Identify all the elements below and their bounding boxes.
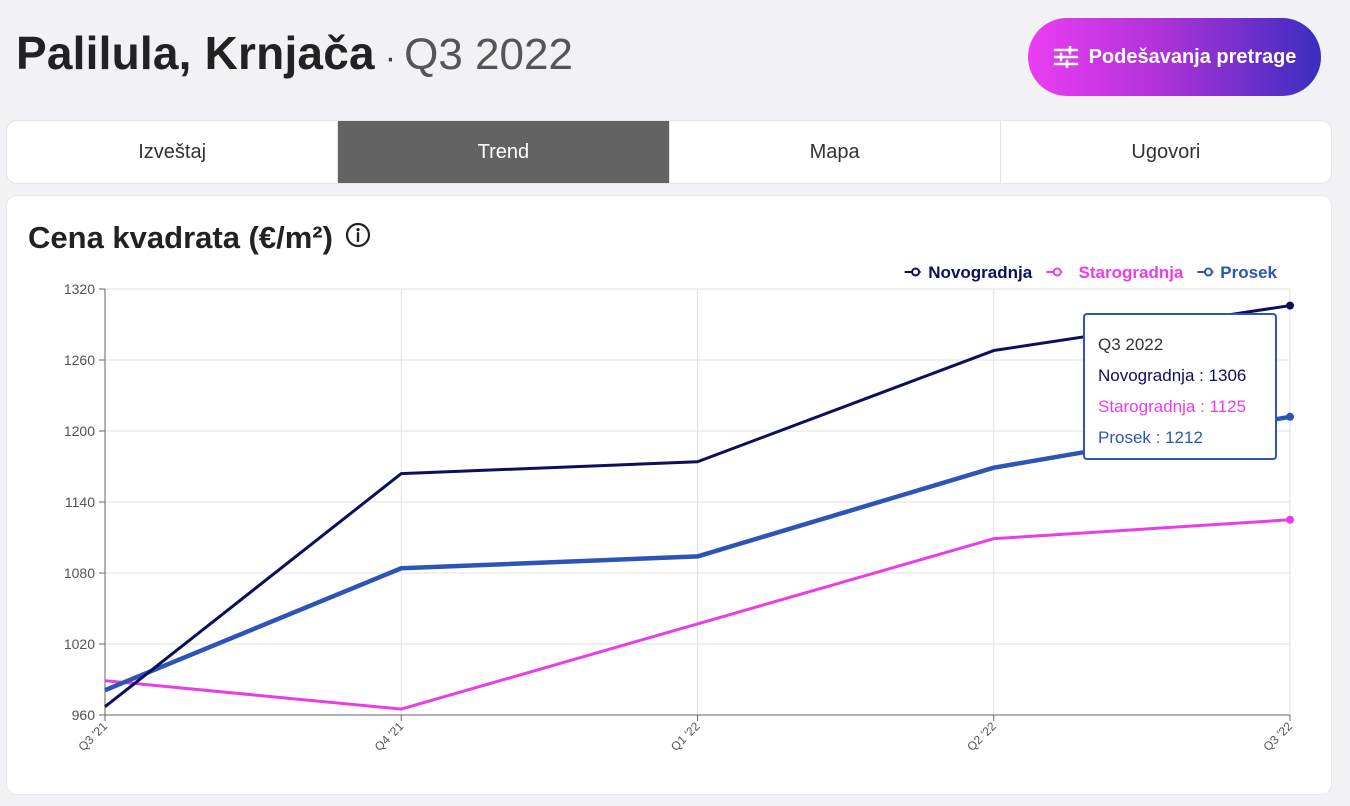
y-tick-label: 1080 (64, 565, 95, 581)
y-tick-label: 1140 (65, 494, 95, 510)
legend-marker-dot-prosek (1203, 267, 1213, 277)
tooltip-row-starogradnja: Starogradnja : 1125 (1098, 397, 1247, 416)
legend-marker-dot-novogradnja (911, 267, 921, 277)
legend-label-starogradnja[interactable]: Starogradnja (1079, 263, 1184, 282)
series-point-prosek[interactable] (1286, 412, 1294, 421)
tab-trend[interactable]: Trend (338, 121, 670, 183)
legend-label-prosek[interactable]: Prosek (1220, 263, 1277, 282)
search-settings-button[interactable]: Podešavanja pretrage (1028, 18, 1321, 96)
chart-title: Cena kvadrata (€/m²) (28, 220, 333, 255)
x-tick-label: Q3 '22 (1260, 719, 1295, 754)
tooltip-title: Q3 2022 (1098, 335, 1164, 354)
series-point-starogradnja[interactable] (1286, 515, 1294, 524)
tab-mapa[interactable]: Mapa (670, 121, 1001, 183)
sliders-icon (1053, 46, 1079, 68)
chart-title-row: Cena kvadrata (€/m²) (28, 220, 371, 256)
y-tick-label: 960 (72, 707, 96, 723)
x-tick-label: Q1 '22 (668, 719, 703, 754)
x-tick-label: Q2 '22 (964, 719, 999, 754)
view-tabs: Izveštaj Trend Mapa Ugovori (7, 121, 1331, 183)
series-point-novogradnja[interactable] (1286, 301, 1294, 310)
x-tick-label: Q4 '21 (372, 719, 407, 754)
title-separator: · (384, 39, 397, 77)
tooltip-row-novogradnja: Novogradnja : 1306 (1098, 366, 1247, 385)
legend-label-novogradnja[interactable]: Novogradnja (928, 263, 1032, 282)
y-tick-label: 1320 (64, 281, 95, 297)
period-label: Q3 2022 (404, 30, 573, 79)
location-title: Palilula, Krnjača (16, 27, 375, 79)
chart-tooltip: Q3 2022 Novogradnja : 1306 Starogradnja … (1083, 313, 1277, 460)
page-header: Palilula, Krnjača · Q3 2022 (16, 26, 573, 96)
info-icon[interactable] (345, 220, 371, 256)
trend-chart: 960 1020 1080 1140 1200 1260 1320 Q3 '21 Q4 '21 Q… (64, 263, 1296, 754)
tab-ugovori[interactable]: Ugovori (1131, 140, 1201, 163)
y-tick-label: 1200 (64, 423, 95, 439)
y-tick-label: 1260 (64, 352, 95, 368)
x-tick-label: Q3 '21 (75, 719, 110, 754)
tab-izvestaj[interactable]: Izveštaj (7, 121, 339, 183)
search-settings-label: Podešavanja pretrage (1088, 45, 1297, 68)
y-tick-label: 1020 (64, 636, 95, 652)
legend-marker-dot-starogradnja (1052, 267, 1062, 277)
chart-card: Cena kvadrata (€/m²) 960 1020 1080 1140 1200… (7, 196, 1331, 794)
tooltip-row-prosek: Prosek : 1212 (1098, 428, 1203, 447)
series-line-starogradnja (104, 518, 1291, 711)
